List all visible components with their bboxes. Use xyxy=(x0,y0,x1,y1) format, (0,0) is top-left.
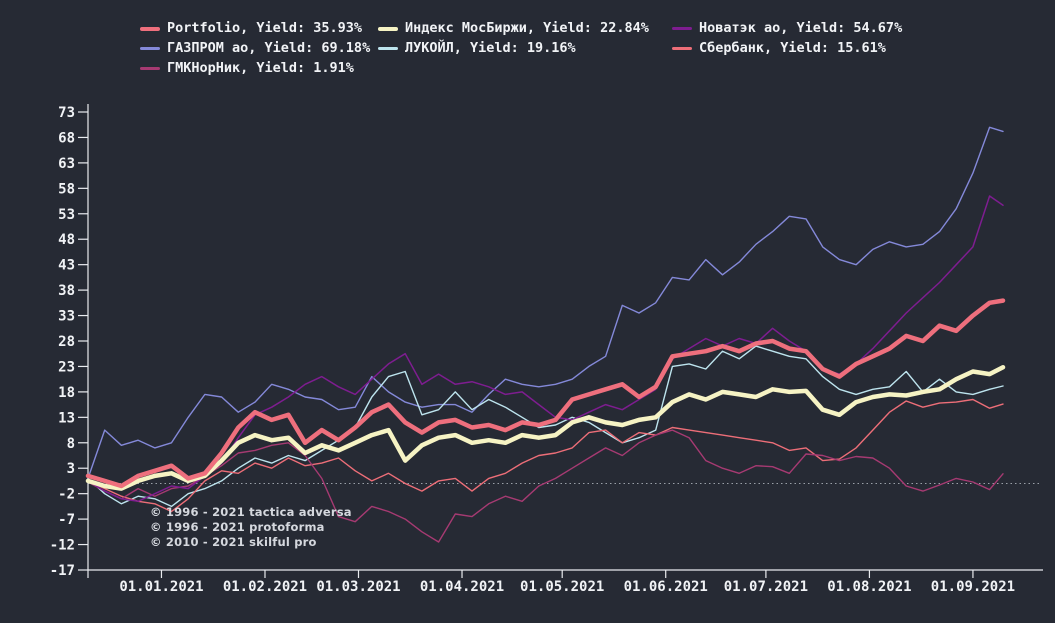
x-tick-label: 01.09.2021 xyxy=(931,579,1015,595)
legend-label-gmk-nornik: ГМКНорНик, Yield: 1.91% xyxy=(167,60,354,76)
x-tick-label: 01.03.2021 xyxy=(316,579,400,595)
series-line-gazprom xyxy=(87,126,1004,480)
legend-item-novatek: Новатэк ао, Yield: 54.67% xyxy=(672,20,902,37)
moex-line-swatch-icon xyxy=(378,26,398,31)
y-tick-label: 53 xyxy=(58,207,75,223)
novatek-line-swatch-icon xyxy=(672,27,692,30)
legend-item-portfolio: Portfolio, Yield: 35.93% xyxy=(140,20,362,37)
watermark-protoforma: © 1996 - 2021 protoforma xyxy=(150,520,325,534)
lukoil-line-swatch-icon xyxy=(378,47,398,50)
y-tick-label: -7 xyxy=(58,512,75,528)
y-tick-label: 73 xyxy=(58,105,75,121)
x-tick-label: 01.06.2021 xyxy=(624,579,708,595)
series-line-gmk xyxy=(87,429,1004,543)
legend-label-gazprom: ГАЗПРОМ ао, Yield: 69.18% xyxy=(167,40,371,56)
watermark-tactica-adversa: © 1996 - 2021 tactica adversa xyxy=(150,505,352,519)
legend-label-portfolio: Portfolio, Yield: 35.93% xyxy=(167,20,363,36)
legend-item-lukoil: ЛУКОЙЛ, Yield: 19.16% xyxy=(378,40,576,57)
y-tick-label: 48 xyxy=(58,232,75,248)
legend-label-novatek: Новатэк ао, Yield: 54.67% xyxy=(699,20,903,36)
sberbank-line-swatch-icon xyxy=(672,47,692,50)
y-tick-label: 23 xyxy=(58,359,75,375)
legend-label-lukoil: ЛУКОЙЛ, Yield: 19.16% xyxy=(405,40,576,56)
y-tick-label: 18 xyxy=(58,385,75,401)
y-tick-label: 68 xyxy=(58,130,75,146)
y-tick-label: 3 xyxy=(67,461,75,477)
series-line-sberbank xyxy=(87,398,1004,513)
legend-item-sberbank: Сбербанк, Yield: 15.61% xyxy=(672,40,886,57)
y-tick-label: -12 xyxy=(50,538,75,554)
y-tick-label: 43 xyxy=(58,258,75,274)
y-tick-label: 33 xyxy=(58,309,75,325)
y-tick-label: 28 xyxy=(58,334,75,350)
gazprom-line-swatch-icon xyxy=(140,47,160,50)
x-tick-label: 01.07.2021 xyxy=(724,579,808,595)
x-tick-label: 01.05.2021 xyxy=(520,579,604,595)
series-line-moex xyxy=(85,365,1006,491)
portfolio-line-swatch-icon xyxy=(140,26,160,31)
series-line-lukoil xyxy=(87,345,1004,508)
x-tick-label: 01.02.2021 xyxy=(223,579,307,595)
y-tick-label: 38 xyxy=(58,283,75,299)
x-tick-label: 01.08.2021 xyxy=(827,579,911,595)
y-tick-label: -2 xyxy=(58,487,75,503)
y-tick-label: 58 xyxy=(58,181,75,197)
legend-item-moex-index: Индекс МосБиржи, Yield: 22.84% xyxy=(378,20,649,37)
x-tick-label: 01.04.2021 xyxy=(420,579,504,595)
legend-item-gmk-nornik: ГМКНорНик, Yield: 1.91% xyxy=(140,60,354,77)
watermark-skilful-pro: © 2010 - 2021 skilful pro xyxy=(150,535,317,549)
y-tick-label: -17 xyxy=(50,563,75,579)
x-tick-label: 01.01.2021 xyxy=(119,579,203,595)
legend-label-sberbank: Сбербанк, Yield: 15.61% xyxy=(699,40,886,56)
gmk-nornik-line-swatch-icon xyxy=(140,67,160,70)
y-tick-label: 63 xyxy=(58,156,75,172)
legend-label-moex-index: Индекс МосБиржи, Yield: 22.84% xyxy=(405,20,649,36)
series-line-portfolio xyxy=(85,298,1006,489)
y-tick-label: 8 xyxy=(67,436,75,452)
legend-item-gazprom: ГАЗПРОМ ао, Yield: 69.18% xyxy=(140,40,370,57)
y-tick-label: 13 xyxy=(58,410,75,426)
